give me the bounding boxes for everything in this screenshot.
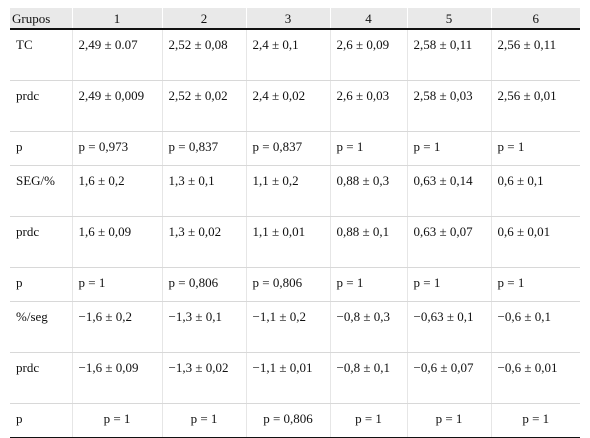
table-cell: p = 0,973 — [72, 131, 163, 166]
table-cell: 1,6 ± 0,2 — [72, 165, 163, 217]
results-table-container: Grupos 1 2 3 4 5 6 TC 2,49 ± 0.07 2,52 ±… — [10, 8, 580, 438]
row-label: p — [10, 403, 73, 438]
row-label: p — [10, 267, 73, 302]
table-cell: −1,6 ± 0,2 — [72, 301, 163, 353]
table-row: prdc −1,6 ± 0,09 −1,3 ± 0,02 −1,1 ± 0,01… — [10, 352, 580, 404]
table-cell: p = 1 — [330, 403, 408, 438]
table-cell: 0,6 ± 0,01 — [491, 216, 580, 268]
header-cell-group-5: 5 — [407, 8, 492, 30]
table-row: %/seg −1,6 ± 0,2 −1,3 ± 0,1 −1,1 ± 0,2 −… — [10, 301, 580, 353]
header-cell-grupos: Grupos — [10, 8, 73, 30]
table-cell: p = 1 — [407, 403, 492, 438]
table-cell: −1,1 ± 0,01 — [246, 352, 331, 404]
header-cell-group-1: 1 — [72, 8, 163, 30]
table-header: Grupos 1 2 3 4 5 6 — [10, 8, 580, 30]
table-cell: −0,8 ± 0,3 — [330, 301, 408, 353]
table-cell: 2,52 ± 0,08 — [162, 29, 247, 81]
row-label: prdc — [10, 352, 73, 404]
table-cell: −1,3 ± 0,1 — [162, 301, 247, 353]
table-cell: p = 1 — [72, 267, 163, 302]
table-cell: 0,63 ± 0,14 — [407, 165, 492, 217]
table-cell: −0,8 ± 0,1 — [330, 352, 408, 404]
table-row: p p = 0,973 p = 0,837 p = 0,837 p = 1 p … — [10, 131, 580, 166]
table-cell: 2,49 ± 0.07 — [72, 29, 163, 81]
table-cell: 0,88 ± 0,3 — [330, 165, 408, 217]
table-cell: −1,3 ± 0,02 — [162, 352, 247, 404]
table-cell: p = 1 — [491, 131, 580, 166]
table-cell: 2,4 ± 0,02 — [246, 80, 331, 132]
table-cell: 2,52 ± 0,02 — [162, 80, 247, 132]
table-cell: −0,6 ± 0,01 — [491, 352, 580, 404]
table-cell: 1,3 ± 0,1 — [162, 165, 247, 217]
results-table: Grupos 1 2 3 4 5 6 TC 2,49 ± 0.07 2,52 ±… — [10, 8, 580, 438]
table-cell: p = 0,837 — [246, 131, 331, 166]
table-cell: 2,4 ± 0,1 — [246, 29, 331, 81]
table-row: TC 2,49 ± 0.07 2,52 ± 0,08 2,4 ± 0,1 2,6… — [10, 29, 580, 81]
table-cell: p = 1 — [330, 131, 408, 166]
table-cell: p = 1 — [407, 267, 492, 302]
table-cell: 2,58 ± 0,11 — [407, 29, 492, 81]
table-cell: −0,6 ± 0,1 — [491, 301, 580, 353]
header-cell-group-3: 3 — [246, 8, 331, 30]
table-cell: 2,56 ± 0,11 — [491, 29, 580, 81]
table-cell: p = 1 — [330, 267, 408, 302]
table-row: p p = 1 p = 1 p = 0,806 p = 1 p = 1 p = … — [10, 403, 580, 438]
table-cell: 0,63 ± 0,07 — [407, 216, 492, 268]
table-cell: −0,6 ± 0,07 — [407, 352, 492, 404]
row-label: p — [10, 131, 73, 166]
table-cell: 2,58 ± 0,03 — [407, 80, 492, 132]
table-cell: 2,56 ± 0,01 — [491, 80, 580, 132]
table-row: p p = 1 p = 0,806 p = 0,806 p = 1 p = 1 … — [10, 267, 580, 302]
row-label: prdc — [10, 216, 73, 268]
header-cell-group-2: 2 — [162, 8, 247, 30]
table-cell: 2,6 ± 0,03 — [330, 80, 408, 132]
table-cell: p = 0,806 — [246, 403, 331, 438]
table-cell: p = 1 — [72, 403, 163, 438]
table-row: prdc 1,6 ± 0,09 1,3 ± 0,02 1,1 ± 0,01 0,… — [10, 216, 580, 268]
header-cell-group-4: 4 — [330, 8, 408, 30]
table-row: prdc 2,49 ± 0,009 2,52 ± 0,02 2,4 ± 0,02… — [10, 80, 580, 132]
header-row: Grupos 1 2 3 4 5 6 — [10, 8, 580, 30]
table-cell: 1,1 ± 0,2 — [246, 165, 331, 217]
table-cell: p = 0,837 — [162, 131, 247, 166]
table-cell: −0,63 ± 0,1 — [407, 301, 492, 353]
table-cell: p = 1 — [491, 267, 580, 302]
table-cell: 1,6 ± 0,09 — [72, 216, 163, 268]
table-cell: 0,6 ± 0,1 — [491, 165, 580, 217]
table-cell: p = 1 — [162, 403, 247, 438]
row-label: %/seg — [10, 301, 73, 353]
table-body: TC 2,49 ± 0.07 2,52 ± 0,08 2,4 ± 0,1 2,6… — [10, 29, 580, 438]
table-cell: −1,1 ± 0,2 — [246, 301, 331, 353]
table-cell: p = 1 — [407, 131, 492, 166]
table-cell: 1,1 ± 0,01 — [246, 216, 331, 268]
table-cell: p = 1 — [491, 403, 580, 438]
row-label: prdc — [10, 80, 73, 132]
table-cell: 1,3 ± 0,02 — [162, 216, 247, 268]
row-label: TC — [10, 29, 73, 81]
table-cell: 0,88 ± 0,1 — [330, 216, 408, 268]
row-label: SEG/% — [10, 165, 73, 217]
table-cell: p = 0,806 — [246, 267, 331, 302]
table-cell: 2,49 ± 0,009 — [72, 80, 163, 132]
table-cell: 2,6 ± 0,09 — [330, 29, 408, 81]
table-cell: −1,6 ± 0,09 — [72, 352, 163, 404]
header-cell-group-6: 6 — [491, 8, 580, 30]
table-row: SEG/% 1,6 ± 0,2 1,3 ± 0,1 1,1 ± 0,2 0,88… — [10, 165, 580, 217]
table-cell: p = 0,806 — [162, 267, 247, 302]
